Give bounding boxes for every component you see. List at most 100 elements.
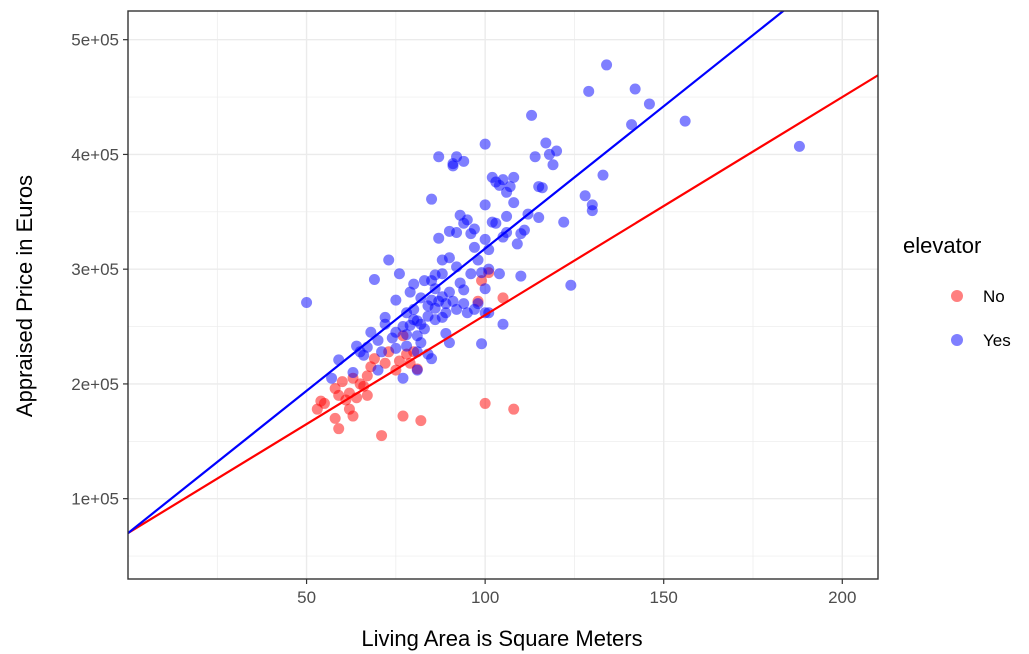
data-point-yes (504, 181, 516, 193)
data-point-yes (483, 263, 495, 275)
data-point-yes (679, 115, 691, 127)
data-point-no (336, 376, 348, 388)
data-point-yes (547, 159, 559, 171)
data-point-yes (497, 318, 509, 330)
data-point-yes (347, 366, 359, 378)
x-tick-label: 200 (828, 588, 856, 607)
data-point-yes (458, 298, 470, 310)
fit-line-yes (128, 11, 786, 534)
data-point-yes (326, 372, 338, 384)
data-point-no (479, 397, 491, 409)
data-point-yes (601, 59, 613, 71)
data-point-yes (390, 342, 402, 354)
data-point-yes (476, 338, 488, 350)
data-point-yes (518, 224, 530, 236)
data-point-no (376, 430, 388, 442)
data-point-no (333, 423, 345, 435)
data-point-yes (629, 83, 641, 95)
fit-line-no (128, 74, 878, 535)
data-point-no (329, 412, 341, 424)
data-point-yes (508, 171, 520, 183)
data-point-yes (411, 364, 423, 376)
data-point-yes (443, 337, 455, 349)
data-point-yes (479, 199, 491, 211)
data-point-yes (597, 169, 609, 181)
data-point-yes (536, 182, 548, 194)
y-axis: 1e+05 2e+05 3e+05 4e+05 5e+05 (71, 31, 128, 509)
data-point-no (379, 357, 391, 369)
data-point-yes (376, 346, 388, 358)
x-tick-label: 150 (650, 588, 678, 607)
y-tick-label: 1e+05 (71, 490, 119, 509)
data-point-yes (540, 137, 552, 149)
data-point-yes (497, 174, 509, 186)
data-point-yes (529, 151, 541, 163)
data-point-yes (579, 190, 591, 202)
panel-border (127, 10, 879, 580)
data-point-yes (583, 85, 595, 97)
data-point-yes (479, 233, 491, 245)
data-point-yes (533, 212, 545, 224)
plot-panel (127, 10, 879, 580)
data-point-yes (472, 298, 484, 310)
data-point-yes (418, 323, 430, 335)
data-points (301, 59, 805, 442)
data-point-yes (479, 138, 491, 150)
data-point-no (318, 397, 330, 409)
data-point-yes (458, 155, 470, 167)
data-point-yes (511, 238, 523, 250)
data-point-yes (451, 226, 463, 238)
data-point-no (361, 370, 373, 382)
data-point-yes (372, 364, 384, 376)
data-point-no (368, 353, 380, 365)
data-point-yes (508, 197, 520, 209)
data-point-yes (408, 278, 420, 290)
data-point-yes (415, 337, 427, 349)
data-point-yes (465, 268, 477, 280)
data-point-yes (426, 193, 438, 205)
data-point-yes (401, 329, 413, 341)
data-point-yes (383, 254, 395, 266)
data-point-yes (301, 296, 313, 308)
data-point-no (397, 410, 409, 422)
data-point-yes (558, 216, 570, 228)
legend: elevator No Yes (903, 233, 1011, 350)
data-point-yes (586, 199, 598, 211)
data-point-no (415, 415, 427, 427)
data-point-yes (433, 232, 445, 244)
data-point-yes (433, 151, 445, 163)
data-point-yes (443, 286, 455, 298)
data-point-yes (372, 334, 384, 346)
data-point-yes (526, 109, 538, 121)
y-tick-label: 3e+05 (71, 260, 119, 279)
data-point-no (497, 292, 509, 304)
data-point-yes (333, 354, 345, 366)
data-point-no (393, 355, 405, 367)
data-point-yes (643, 98, 655, 110)
data-point-yes (368, 274, 380, 286)
data-point-yes (390, 294, 402, 306)
data-point-yes (461, 214, 473, 226)
data-point-no (347, 410, 359, 422)
data-point-yes (426, 353, 438, 365)
data-point-no (361, 389, 373, 401)
y-tick-label: 2e+05 (71, 375, 119, 394)
legend-key-no (951, 290, 963, 302)
data-point-yes (493, 268, 505, 280)
x-axis: 50 100 150 200 (297, 579, 856, 607)
data-point-yes (401, 340, 413, 352)
legend-title: elevator (903, 233, 981, 258)
data-point-yes (379, 311, 391, 323)
data-point-yes (468, 241, 480, 253)
data-point-yes (565, 279, 577, 291)
data-point-yes (501, 210, 513, 222)
x-tick-label: 100 (471, 588, 499, 607)
x-axis-title: Living Area is Square Meters (361, 626, 642, 651)
legend-label-yes: Yes (983, 331, 1011, 350)
data-point-no (508, 403, 520, 415)
data-point-yes (436, 268, 448, 280)
data-point-yes (440, 307, 452, 319)
data-point-yes (626, 119, 638, 131)
data-point-yes (443, 252, 455, 264)
